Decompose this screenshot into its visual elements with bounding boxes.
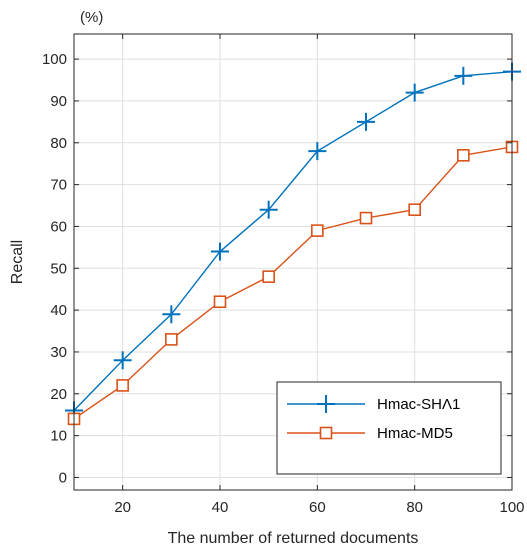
plus-marker [317,395,335,413]
legend-box [276,381,502,475]
data-point [116,379,129,392]
data-point [165,333,178,346]
legend-item: Hmac-MD5 [287,425,453,442]
y-axis-label: Recall [9,240,26,284]
data-point [357,112,375,131]
data-point [162,305,181,324]
ticks-layer: 0 10 20 30 40 50 60 70 80 90 100 20 40 60 80 100 [42,34,525,516]
legend-label: Hmac-SHΛ1 [377,396,460,413]
y-tick-label: 30 [50,344,67,361]
x-tick-label: 80 [406,499,423,516]
x-tick-label: 20 [114,499,131,516]
data-point [408,203,421,217]
legend-label: Hmac-MD5 [377,425,453,442]
data-point [359,211,373,225]
data-point [308,142,327,161]
legend: Hmac-SHΛ1 Hmac-MD5 [276,381,502,475]
y-tick-label: 60 [50,218,67,235]
data-point [113,351,132,370]
data-point [457,149,470,162]
y-tick-label: 40 [50,302,67,319]
y-unit-label: (%) [80,9,103,26]
y-tick-label: 50 [50,260,67,277]
axes-box [73,33,513,491]
x-axis-label: The number of returned documents [168,530,419,547]
series-line [73,70,513,412]
square-marker [319,426,333,440]
data-point [405,83,424,102]
y-tick-label: 20 [50,386,67,403]
x-tick-label: 60 [309,499,326,516]
series-hmac-sha1 [65,62,521,420]
y-tick-label: 100 [42,51,67,68]
x-tick-label: 100 [499,499,524,516]
data-point [311,224,324,237]
y-tick-label: 90 [50,93,67,110]
y-tick-label: 80 [50,135,67,152]
legend-item: Hmac-SHΛ1 [287,395,460,413]
data-point [259,200,278,219]
series-layer [65,62,521,426]
data-point [262,270,275,283]
series-line [73,146,513,420]
x-tick-label: 40 [212,499,229,516]
y-tick-label: 10 [50,428,67,445]
y-tick-label: 70 [50,177,67,194]
data-point [211,242,229,261]
y-tick-label: 0 [59,469,67,486]
data-point [213,295,227,309]
data-point [454,66,473,85]
